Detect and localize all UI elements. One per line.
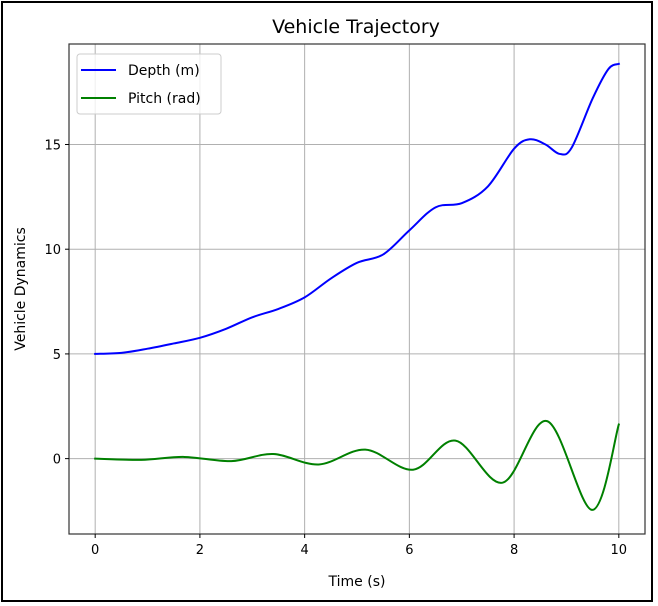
x-axis-title: Time (s) [328,574,386,590]
plot-area-border [68,43,646,535]
x-tick-label: 2 [196,543,204,558]
y-tick-label: 0 [53,453,61,468]
y-tick-label: 5 [53,348,61,363]
y-tick-label: 15 [44,139,61,154]
pitch-line [94,420,621,511]
legend: Depth (m) Pitch (rad) [76,53,222,115]
x-tick-label: 10 [611,543,628,558]
depth-line [94,62,621,355]
x-tick-label: 4 [300,543,308,558]
x-tick-label: 8 [510,543,518,558]
x-tick-label: 6 [405,543,413,558]
y-axis-title: Vehicle Dynamics [13,227,29,351]
legend-pitch-label: Pitch (rad) [128,91,201,107]
legend-depth-label: Depth (m) [128,63,200,79]
data-series [94,62,621,511]
axis-ticks: 0 2 4 6 8 10 0 5 10 15 [44,139,627,558]
grid-lines [69,44,645,534]
chart-title: Vehicle Trajectory [272,16,440,38]
x-tick-label: 0 [91,543,99,558]
y-tick-label: 10 [44,243,61,258]
